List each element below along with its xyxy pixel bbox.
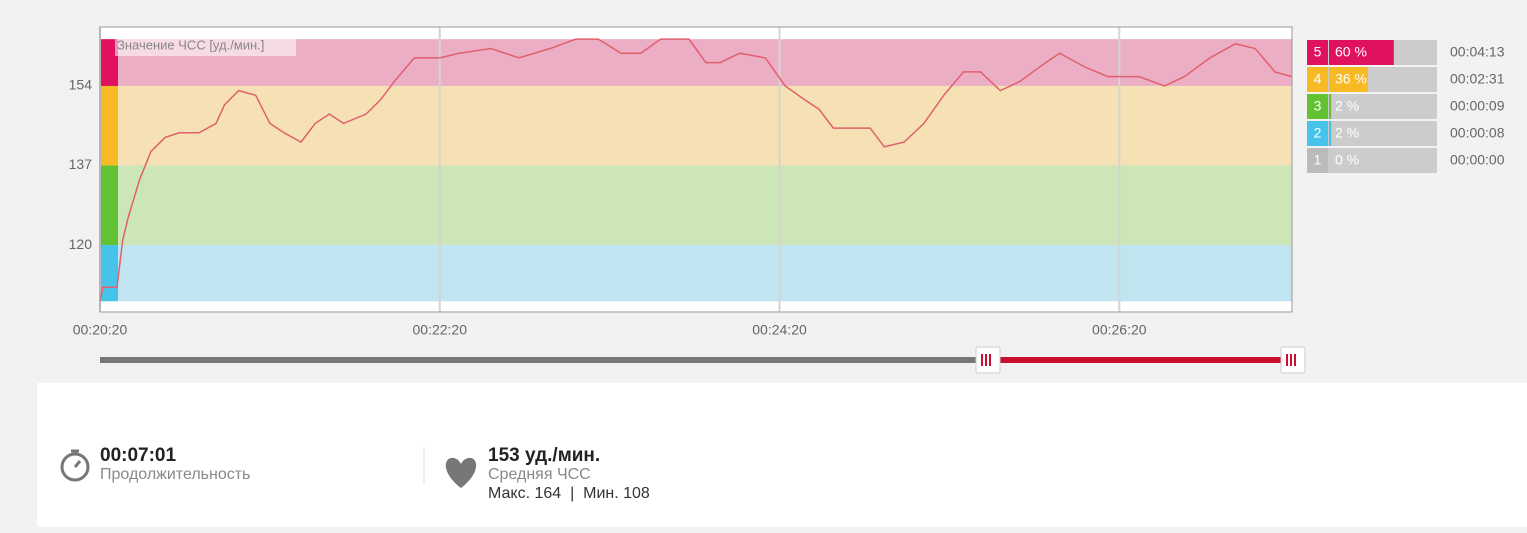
duration-label: Продолжительность	[100, 466, 250, 483]
heart-icon	[445, 457, 477, 488]
slider-track	[100, 357, 988, 363]
avg-hr: 153 уд./мин.	[488, 445, 600, 466]
zone-time: 00:04:13	[1450, 44, 1505, 60]
zone-number-cell	[1307, 67, 1328, 92]
plot	[99, 27, 1293, 312]
zone-band	[118, 85, 1292, 166]
slider-handle[interactable]	[975, 346, 1001, 374]
y-tick-label: 137	[69, 156, 93, 172]
zone-strip	[100, 165, 118, 246]
zone-strip	[100, 245, 118, 302]
zone-percent-bar	[1329, 94, 1332, 119]
zone-number: 5	[1314, 44, 1322, 60]
zone-number-cell	[1307, 148, 1328, 173]
x-tick-label: 00:24:20	[752, 322, 807, 338]
zone-strip	[100, 85, 118, 166]
y-tick-label: 154	[69, 77, 93, 93]
zone-track	[1307, 67, 1437, 92]
x-tick-label: 00:22:20	[413, 322, 468, 338]
zone-time: 00:00:00	[1450, 152, 1505, 168]
avg-label: Средняя ЧСС	[488, 466, 591, 483]
zone-number: 3	[1314, 98, 1322, 114]
zone-percent: 36 %	[1335, 71, 1367, 87]
stopwatch-icon	[60, 449, 90, 482]
zone-time: 00:02:31	[1450, 71, 1505, 87]
summary-card	[37, 383, 1527, 527]
zone-percent: 2 %	[1335, 98, 1359, 114]
slider-handle[interactable]	[1280, 346, 1306, 374]
zone-percent: 0 %	[1335, 152, 1359, 168]
x-tick-label: 00:26:20	[1092, 322, 1147, 338]
zone-table: 5 60 % 00:04:13 4 36 % 00:02:31 3 2 % 00:00:09 2 2…	[1307, 40, 1505, 173]
slider-range	[988, 357, 1293, 363]
series-label: Значение ЧСС [уд./мин.]	[117, 37, 264, 52]
label-background	[115, 36, 296, 56]
zone-strip	[100, 39, 118, 86]
zone-percent: 60 %	[1335, 44, 1367, 60]
zone-band	[118, 245, 1292, 302]
zone-percent-bar	[1329, 40, 1394, 65]
zone-track	[1307, 121, 1437, 146]
zone-number-cell	[1307, 94, 1328, 119]
zone-track	[1307, 148, 1437, 173]
plot-border	[99, 26, 1293, 313]
y-tick-label: 120	[69, 236, 93, 252]
duration: 00:07:01	[100, 445, 176, 466]
hr-line	[99, 38, 1293, 302]
zone-percent-bar	[1329, 67, 1368, 92]
zone-number: 1	[1314, 152, 1322, 168]
hr-range: Макс. 164 | Мин. 108	[488, 485, 650, 502]
zone-percent: 2 %	[1335, 125, 1359, 141]
zone-time: 00:00:08	[1450, 125, 1505, 141]
zone-number: 4	[1314, 71, 1322, 87]
zone-number-cell	[1307, 121, 1328, 146]
zone-track	[1307, 94, 1437, 119]
zone-percent-bar	[1329, 121, 1332, 146]
x-tick-label: 00:20:20	[73, 322, 128, 338]
zone-time: 00:00:09	[1450, 98, 1505, 114]
zone-band	[118, 165, 1292, 246]
zone-number: 2	[1314, 125, 1322, 141]
zone-number-cell	[1307, 40, 1328, 65]
